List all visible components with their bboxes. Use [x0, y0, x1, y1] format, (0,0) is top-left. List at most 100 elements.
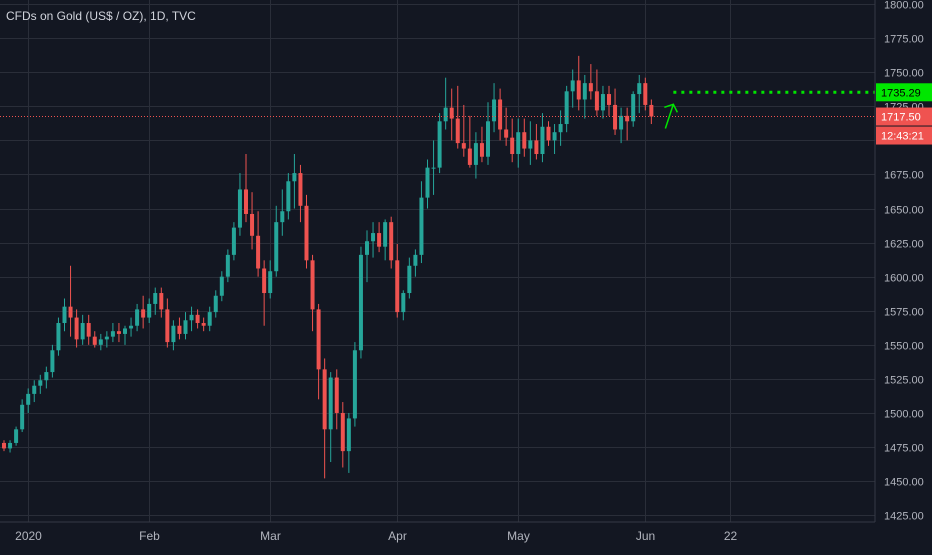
candle-body[interactable] — [431, 167, 436, 169]
candle-body[interactable] — [62, 306, 67, 324]
candle-body[interactable] — [56, 323, 61, 351]
candle-body[interactable] — [116, 331, 121, 334]
candle-body[interactable] — [153, 293, 158, 304]
candle-body[interactable] — [304, 205, 309, 261]
candle-body[interactable] — [383, 222, 388, 247]
candle-body[interactable] — [407, 265, 412, 294]
candle-body[interactable] — [328, 377, 333, 430]
candle-body[interactable] — [449, 107, 454, 119]
candle-body[interactable] — [340, 412, 345, 452]
candle-body[interactable] — [183, 320, 188, 334]
candle-body[interactable] — [425, 167, 430, 198]
candle-body[interactable] — [268, 271, 273, 294]
candle-body[interactable] — [613, 104, 618, 130]
candle-body[interactable] — [237, 189, 242, 228]
candle-body[interactable] — [286, 181, 291, 212]
candle-body[interactable] — [389, 222, 394, 261]
candle-body[interactable] — [141, 309, 146, 318]
candle-layer[interactable] — [2, 55, 654, 479]
candle-body[interactable] — [600, 94, 605, 111]
candle-body[interactable] — [32, 385, 37, 394]
candle-body[interactable] — [498, 99, 503, 130]
candle-body[interactable] — [552, 132, 557, 141]
candle-body[interactable] — [189, 314, 194, 321]
candle-body[interactable] — [250, 213, 255, 236]
candle-body[interactable] — [177, 325, 182, 334]
candle-body[interactable] — [443, 107, 448, 122]
candle-body[interactable] — [68, 306, 73, 318]
candle-body[interactable] — [2, 442, 6, 449]
candle-body[interactable] — [607, 94, 611, 105]
candle-body[interactable] — [213, 295, 218, 313]
candle-body[interactable] — [207, 312, 212, 326]
candle-body[interactable] — [522, 132, 527, 149]
candle-body[interactable] — [352, 350, 357, 419]
candle-body[interactable] — [371, 233, 376, 242]
candle-body[interactable] — [231, 227, 236, 255]
candle-body[interactable] — [74, 317, 79, 340]
candle-body[interactable] — [637, 83, 642, 95]
candle-body[interactable] — [44, 372, 49, 381]
candle-body[interactable] — [171, 325, 176, 343]
candle-body[interactable] — [310, 260, 315, 310]
candle-body[interactable] — [98, 339, 103, 345]
candle-body[interactable] — [473, 143, 478, 165]
candle-body[interactable] — [528, 140, 533, 149]
candle-body[interactable] — [256, 235, 261, 269]
candle-body[interactable] — [316, 309, 321, 370]
candle-body[interactable] — [492, 99, 497, 122]
candle-body[interactable] — [135, 309, 140, 326]
candle-body[interactable] — [129, 325, 134, 329]
candle-body[interactable] — [262, 268, 267, 294]
candle-body[interactable] — [467, 148, 472, 165]
candle-body[interactable] — [274, 222, 279, 272]
candle-body[interactable] — [419, 197, 424, 255]
candle-body[interactable] — [643, 83, 648, 105]
candle-body[interactable] — [455, 118, 460, 144]
candle-body[interactable] — [516, 132, 521, 155]
candle-body[interactable] — [582, 83, 587, 100]
candle-body[interactable] — [346, 418, 351, 452]
candle-body[interactable] — [576, 80, 581, 100]
candle-body[interactable] — [165, 309, 170, 343]
candle-body[interactable] — [558, 124, 563, 133]
candle-body[interactable] — [26, 393, 31, 405]
candle-body[interactable] — [377, 233, 382, 247]
candle-body[interactable] — [649, 104, 654, 117]
candle-body[interactable] — [540, 126, 545, 155]
candle-body[interactable] — [201, 323, 206, 326]
candle-body[interactable] — [123, 328, 127, 334]
candle-body[interactable] — [244, 189, 248, 214]
candle-body[interactable] — [14, 429, 19, 443]
candle-body[interactable] — [195, 314, 200, 324]
candle-body[interactable] — [219, 276, 224, 296]
candle-body[interactable] — [298, 173, 303, 206]
candle-body[interactable] — [479, 143, 484, 157]
candle-body[interactable] — [8, 442, 13, 449]
candle-body[interactable] — [510, 137, 515, 155]
candle-body[interactable] — [534, 140, 539, 155]
candle-body[interactable] — [110, 331, 115, 337]
candle-body[interactable] — [50, 350, 55, 373]
candle-body[interactable] — [358, 254, 363, 351]
candle-body[interactable] — [486, 121, 490, 157]
candle-body[interactable] — [461, 143, 466, 149]
candle-body[interactable] — [504, 129, 509, 138]
candle-body[interactable] — [334, 377, 339, 413]
candle-body[interactable] — [280, 211, 285, 223]
candle-body[interactable] — [588, 83, 593, 92]
candle-body[interactable] — [564, 91, 569, 125]
candle-body[interactable] — [225, 254, 230, 277]
candle-body[interactable] — [86, 323, 91, 337]
candle-body[interactable] — [147, 303, 152, 318]
candle-body[interactable] — [80, 323, 85, 340]
candle-body[interactable] — [594, 91, 599, 111]
candle-body[interactable] — [365, 241, 369, 255]
candle-body[interactable] — [38, 380, 43, 386]
candle-body[interactable] — [395, 260, 400, 313]
candle-body[interactable] — [546, 126, 551, 141]
candle-body[interactable] — [625, 115, 630, 122]
candle-body[interactable] — [413, 254, 418, 266]
